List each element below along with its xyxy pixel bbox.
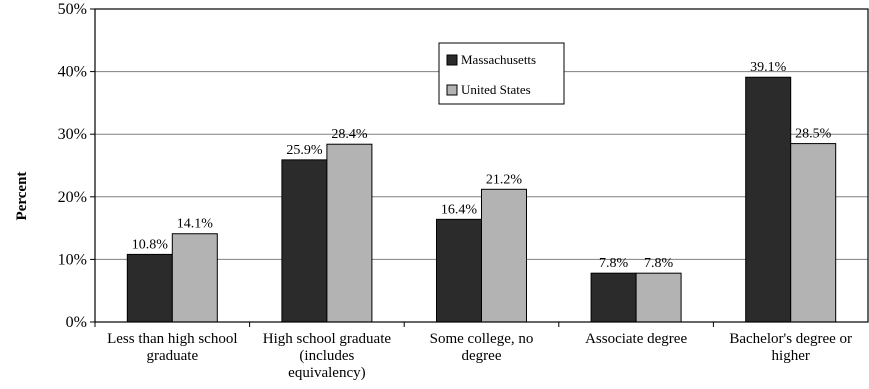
category-label: higher xyxy=(772,348,810,364)
y-tick-label: 10% xyxy=(58,251,87,268)
legend-swatch xyxy=(446,84,458,96)
category-label: Some college, no xyxy=(430,331,534,347)
data-label: 25.9% xyxy=(286,143,323,158)
y-tick-label: 0% xyxy=(66,314,87,331)
bar-massachusetts xyxy=(126,253,173,323)
axes xyxy=(90,8,869,327)
data-label: 28.4% xyxy=(331,127,368,142)
y-tick-label: 50% xyxy=(58,1,87,18)
legend-swatch xyxy=(446,54,458,66)
data-labels: 10.8% 14.1% 25.9% 28.4% 16.4% 21.2% 7.8% 7.8% 39… xyxy=(132,60,832,271)
bar-massachusetts xyxy=(745,76,792,323)
data-label: 39.1% xyxy=(750,60,787,75)
y-tick-label: 30% xyxy=(58,126,87,143)
category-label: Less than high school xyxy=(107,331,237,347)
bar-massachusetts xyxy=(281,159,328,323)
y-axis-title: Percent xyxy=(14,172,30,221)
data-label: 7.8% xyxy=(644,256,674,271)
bar-massachusetts xyxy=(436,218,482,323)
bar-united-states xyxy=(635,272,682,323)
bar-united-states xyxy=(790,143,837,323)
category-label: degree xyxy=(462,348,502,364)
y-tick-label: 20% xyxy=(58,189,87,206)
category-label: High school graduate xyxy=(263,331,392,347)
bar-united-states xyxy=(326,143,373,323)
bars xyxy=(126,76,837,323)
bar-united-states xyxy=(171,233,218,323)
bar-massachusetts xyxy=(590,272,637,323)
data-label: 7.8% xyxy=(599,256,629,271)
data-label: 21.2% xyxy=(486,172,523,187)
data-label: 14.1% xyxy=(177,217,214,232)
y-tick-labels: 0% 10% 20% 30% 40% 50% xyxy=(58,1,87,331)
legend: Massachusetts United States xyxy=(438,42,565,105)
bar-united-states xyxy=(481,188,527,323)
y-tick-label: 40% xyxy=(58,64,87,81)
data-label: 28.5% xyxy=(795,127,832,142)
category-label: (includes xyxy=(299,348,354,364)
category-label: graduate xyxy=(146,348,198,364)
legend-label: Massachusetts xyxy=(461,52,536,67)
legend-label: United States xyxy=(461,82,531,97)
data-label: 10.8% xyxy=(132,237,169,252)
category-label: Bachelor's degree or xyxy=(729,331,852,347)
category-label: equivalency) xyxy=(288,365,365,381)
data-label: 16.4% xyxy=(441,202,478,217)
category-label: Associate degree xyxy=(585,331,687,347)
legend-box xyxy=(438,42,565,105)
plot-frame xyxy=(94,8,869,323)
